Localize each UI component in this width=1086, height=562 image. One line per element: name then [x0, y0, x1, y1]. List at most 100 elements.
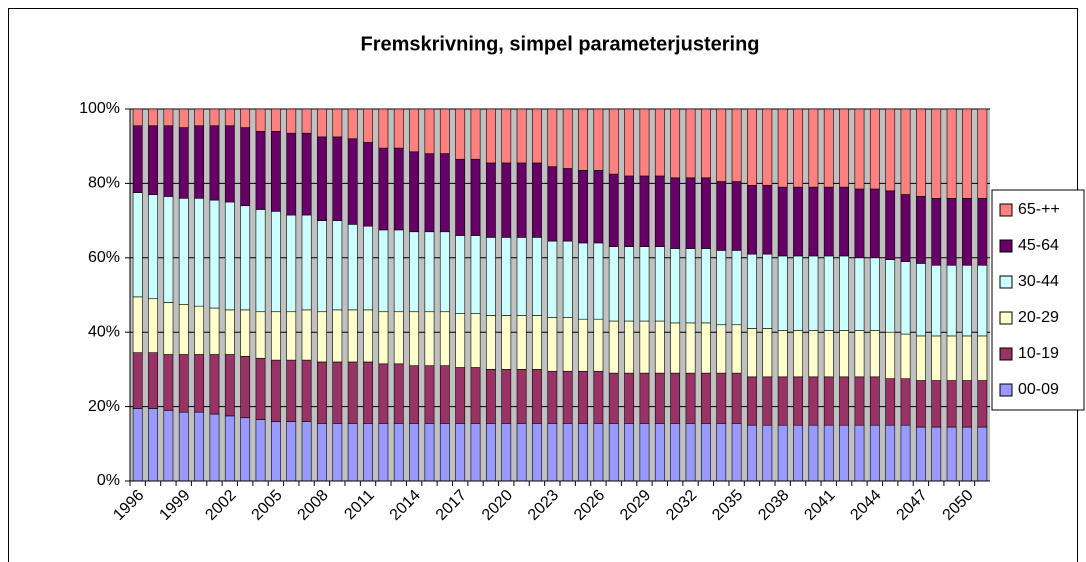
bar-segment — [409, 108, 420, 153]
bar-segment — [578, 370, 588, 424]
bar-segment — [762, 328, 773, 378]
bar-segment — [624, 246, 635, 322]
bar-segment — [194, 108, 205, 127]
bar-segment — [624, 175, 635, 247]
bar-segment — [178, 303, 189, 355]
bar-segment — [455, 367, 466, 424]
y-tick-label: 40% — [88, 323, 120, 340]
bar-segment — [654, 372, 665, 424]
bar-segment — [532, 315, 542, 370]
bar-segment — [317, 311, 327, 363]
bar-segment — [301, 214, 312, 311]
bar-segment — [270, 421, 281, 482]
bar-segment — [439, 153, 450, 233]
bar-segment — [854, 257, 865, 331]
bar-segment — [286, 132, 297, 216]
bar-segment — [470, 158, 481, 236]
bar-segment — [562, 370, 573, 424]
bar-segment — [823, 108, 834, 188]
bar-segment — [700, 177, 711, 249]
bar-segment — [977, 380, 988, 428]
bar-segment — [393, 108, 404, 149]
bar-segment — [148, 352, 158, 409]
bar-segment — [885, 108, 896, 192]
bar-segment — [178, 127, 189, 199]
bar-segment — [317, 136, 327, 221]
legend-label: 20-29 — [1018, 309, 1059, 326]
bar-segment — [393, 363, 404, 424]
bar-segment — [839, 424, 850, 482]
bar-segment — [485, 315, 496, 370]
bar-segment — [670, 248, 681, 324]
bar-segment — [132, 125, 143, 193]
bar-segment — [777, 330, 788, 378]
bar-segment — [347, 361, 358, 424]
bar-segment — [869, 424, 880, 482]
bar-segment — [685, 108, 696, 179]
bar-segment — [439, 311, 450, 366]
bar-segment — [946, 108, 957, 199]
bar-segment — [808, 108, 819, 188]
bar-segment — [931, 380, 942, 428]
bar-segment — [654, 246, 665, 322]
bar-segment — [793, 255, 803, 331]
bar-segment — [224, 415, 235, 482]
bar-segment — [700, 423, 711, 482]
bar-segment — [977, 108, 988, 199]
bar-segment — [793, 108, 803, 188]
bar-segment — [731, 250, 742, 326]
bar-segment — [777, 255, 788, 331]
bar-segment — [869, 257, 880, 331]
bar-segment — [132, 108, 143, 127]
bar-segment — [332, 309, 343, 363]
bar-segment — [562, 108, 573, 169]
bar-segment — [301, 421, 312, 482]
bar-segment — [209, 354, 220, 415]
bar-segment — [839, 330, 850, 378]
bar-segment — [885, 259, 896, 333]
bar-segment — [470, 108, 481, 160]
bar-segment — [393, 229, 404, 313]
bar-segment — [363, 142, 373, 227]
bar-segment — [962, 197, 972, 266]
bar-segment — [532, 162, 542, 238]
bar-segment — [731, 181, 742, 251]
bar-segment — [578, 423, 588, 482]
bar-segment — [608, 320, 619, 374]
bar-segment — [516, 108, 527, 164]
legend-label: 10-19 — [1018, 345, 1059, 362]
bar-segment — [332, 361, 343, 424]
bar-segment — [700, 248, 711, 324]
bar-segment — [731, 108, 742, 182]
bar-segment — [946, 197, 957, 266]
bar-segment — [808, 186, 819, 257]
bar-segment — [900, 261, 911, 335]
bar-segment — [501, 237, 512, 316]
bar-segment — [485, 162, 496, 238]
bar-segment — [148, 194, 158, 300]
bar-segment — [639, 423, 650, 482]
bar-segment — [132, 352, 143, 409]
bar-segment — [977, 335, 988, 381]
bar-segment — [700, 322, 711, 374]
bar-segment — [224, 201, 235, 311]
bar-segment — [900, 378, 911, 426]
bar-segment — [593, 108, 604, 171]
legend-swatch — [999, 239, 1013, 253]
bar-segment — [516, 162, 527, 238]
bar-segment — [209, 413, 220, 482]
bar-segment — [163, 354, 174, 411]
bar-segment — [301, 108, 312, 134]
bar-segment — [578, 318, 588, 372]
bar-segment — [347, 108, 358, 140]
bar-segment — [424, 311, 435, 366]
bar-segment — [209, 199, 220, 309]
bar-segment — [562, 423, 573, 482]
bar-segment — [286, 311, 297, 361]
bar-segment — [270, 311, 281, 361]
bar-segment — [962, 264, 972, 337]
bar-segment — [455, 313, 466, 368]
bar-segment — [439, 423, 450, 482]
bar-segment — [270, 211, 281, 313]
bar-segment — [255, 419, 266, 482]
